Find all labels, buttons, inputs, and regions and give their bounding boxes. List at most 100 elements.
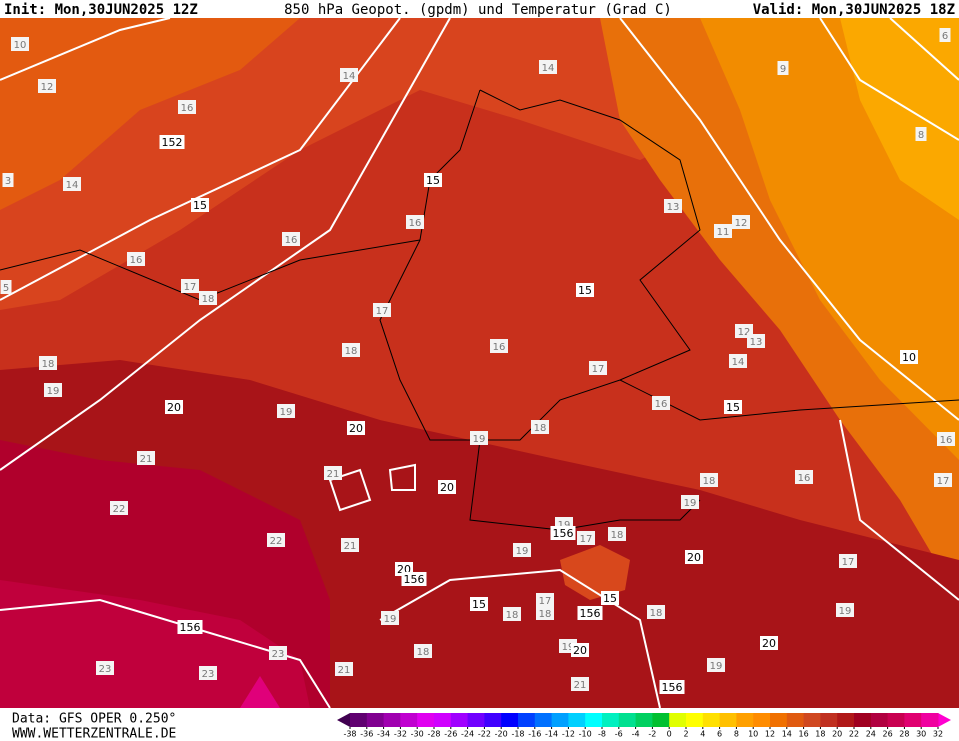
- temperature-label: 10: [14, 40, 27, 51]
- temperature-label-box: [63, 177, 81, 191]
- geopotential-label-box: [424, 173, 442, 187]
- temperature-label-box: [181, 279, 199, 293]
- geopotential-label: 20: [440, 481, 454, 494]
- temperature-label-box: [96, 661, 114, 675]
- legend-swatch: [417, 713, 435, 727]
- geopotential-label: 15: [472, 598, 486, 611]
- temp-zone: [240, 676, 280, 708]
- geopotential-label: 20: [167, 401, 181, 414]
- temperature-label: 12: [738, 327, 751, 338]
- temperature-label-box: [470, 431, 488, 445]
- temperature-label: 18: [42, 359, 55, 370]
- temperature-label: 12: [735, 218, 748, 229]
- legend-swatch: [820, 713, 838, 727]
- legend-tick-label: -14: [545, 730, 558, 739]
- temperature-label: 19: [684, 498, 697, 509]
- legend-tick-label: 20: [832, 730, 842, 739]
- temperature-label-box: [282, 232, 300, 246]
- legend-swatch: [501, 713, 519, 727]
- temperature-label: 23: [272, 649, 285, 660]
- map-title: 850 hPa Geopot. (gpdm) und Temperatur (G…: [284, 2, 672, 18]
- geopotential-label-box: [159, 135, 185, 149]
- geopotential-label-box: [347, 421, 365, 435]
- legend-swatch: [736, 713, 754, 727]
- temperature-label: 14: [66, 180, 79, 191]
- temperature-label: 17: [592, 364, 605, 375]
- geopotential-label: 156: [180, 621, 201, 634]
- temperature-label-box: [340, 68, 358, 82]
- temperature-label: 19: [384, 614, 397, 625]
- legend-tick-label: 12: [765, 730, 775, 739]
- temperature-label: 23: [202, 669, 215, 680]
- header-bar: [0, 0, 959, 18]
- legend-tick-label: -20: [495, 730, 508, 739]
- temperature-label-box: [647, 605, 665, 619]
- temperature-label-box: [531, 420, 549, 434]
- temperature-label-box: [539, 60, 557, 74]
- legend-tick-label: -8: [598, 730, 606, 739]
- geopotential-label: 20: [762, 637, 776, 650]
- legend-swatch: [400, 713, 418, 727]
- legend-tick-label: 0: [667, 730, 672, 739]
- legend-tick-label: -24: [461, 730, 474, 739]
- temp-zone: [560, 545, 630, 600]
- temperature-label: 19: [47, 386, 60, 397]
- temperature-label: 6: [942, 31, 948, 42]
- temperature-label: 16: [493, 342, 506, 353]
- legend-tick-label: -36: [360, 730, 373, 739]
- temperature-label: 16: [181, 103, 194, 114]
- temperature-label-box: [707, 658, 725, 672]
- temperature-label: 8: [918, 130, 924, 141]
- temperature-label: 3: [5, 176, 11, 187]
- legend-swatch: [602, 713, 620, 727]
- temperature-label-box: [795, 470, 813, 484]
- temperature-label: 19: [710, 661, 723, 672]
- temperature-label: 16: [940, 435, 953, 446]
- legend-swatch: [585, 713, 603, 727]
- temperature-label-box: [700, 473, 718, 487]
- legend-swatch: [904, 713, 922, 727]
- legend-swatch: [803, 713, 821, 727]
- geopotential-label-box: [165, 400, 183, 414]
- map: [0, 17, 959, 709]
- temperature-label-box: [0, 280, 12, 294]
- legend-tick-label: 30: [916, 730, 926, 739]
- geopotential-label-box: [724, 400, 742, 414]
- legend-tick-label: 6: [717, 730, 722, 739]
- temperature-label: 18: [611, 530, 624, 541]
- legend-swatch: [837, 713, 855, 727]
- temperature-label-box: [178, 100, 196, 114]
- legend-swatch: [551, 713, 569, 727]
- temperature-label-box: [536, 606, 554, 620]
- legend-tick-label: 14: [782, 730, 792, 739]
- legend-tick-label: -38: [343, 730, 356, 739]
- geopotential-label: 156: [662, 681, 683, 694]
- temperature-label-box: [341, 538, 359, 552]
- legend-tick-label: 24: [866, 730, 876, 739]
- temperature-label: 12: [41, 82, 54, 93]
- temperature-label: 19: [473, 434, 486, 445]
- temperature-label-box: [324, 466, 342, 480]
- geopotential-label: 152: [162, 136, 183, 149]
- legend-tick-label: -34: [377, 730, 390, 739]
- legend-tick-label: -28: [427, 730, 440, 739]
- temperature-label-box: [652, 396, 670, 410]
- legend-tick-label: -22: [478, 730, 491, 739]
- temperature-label: 17: [842, 557, 855, 568]
- legend-swatch: [366, 713, 385, 727]
- temperature-label-box: [577, 531, 595, 545]
- geopotential-label: 20: [349, 422, 363, 435]
- temperature-label: 17: [184, 282, 197, 293]
- temperature-label: 21: [344, 541, 357, 552]
- legend-tick-label: -30: [411, 730, 424, 739]
- temperature-label-box: [406, 215, 424, 229]
- geopotential-label-box: [601, 591, 619, 605]
- legend-tick-label: -18: [511, 730, 524, 739]
- init-time: Init: Mon,30JUN2025 12Z: [4, 2, 198, 18]
- legend-tick-label: 18: [815, 730, 825, 739]
- temperature-label: 13: [750, 337, 763, 348]
- temperature-label-box: [589, 361, 607, 375]
- data-source: Data: GFS OPER 0.250°: [12, 712, 176, 727]
